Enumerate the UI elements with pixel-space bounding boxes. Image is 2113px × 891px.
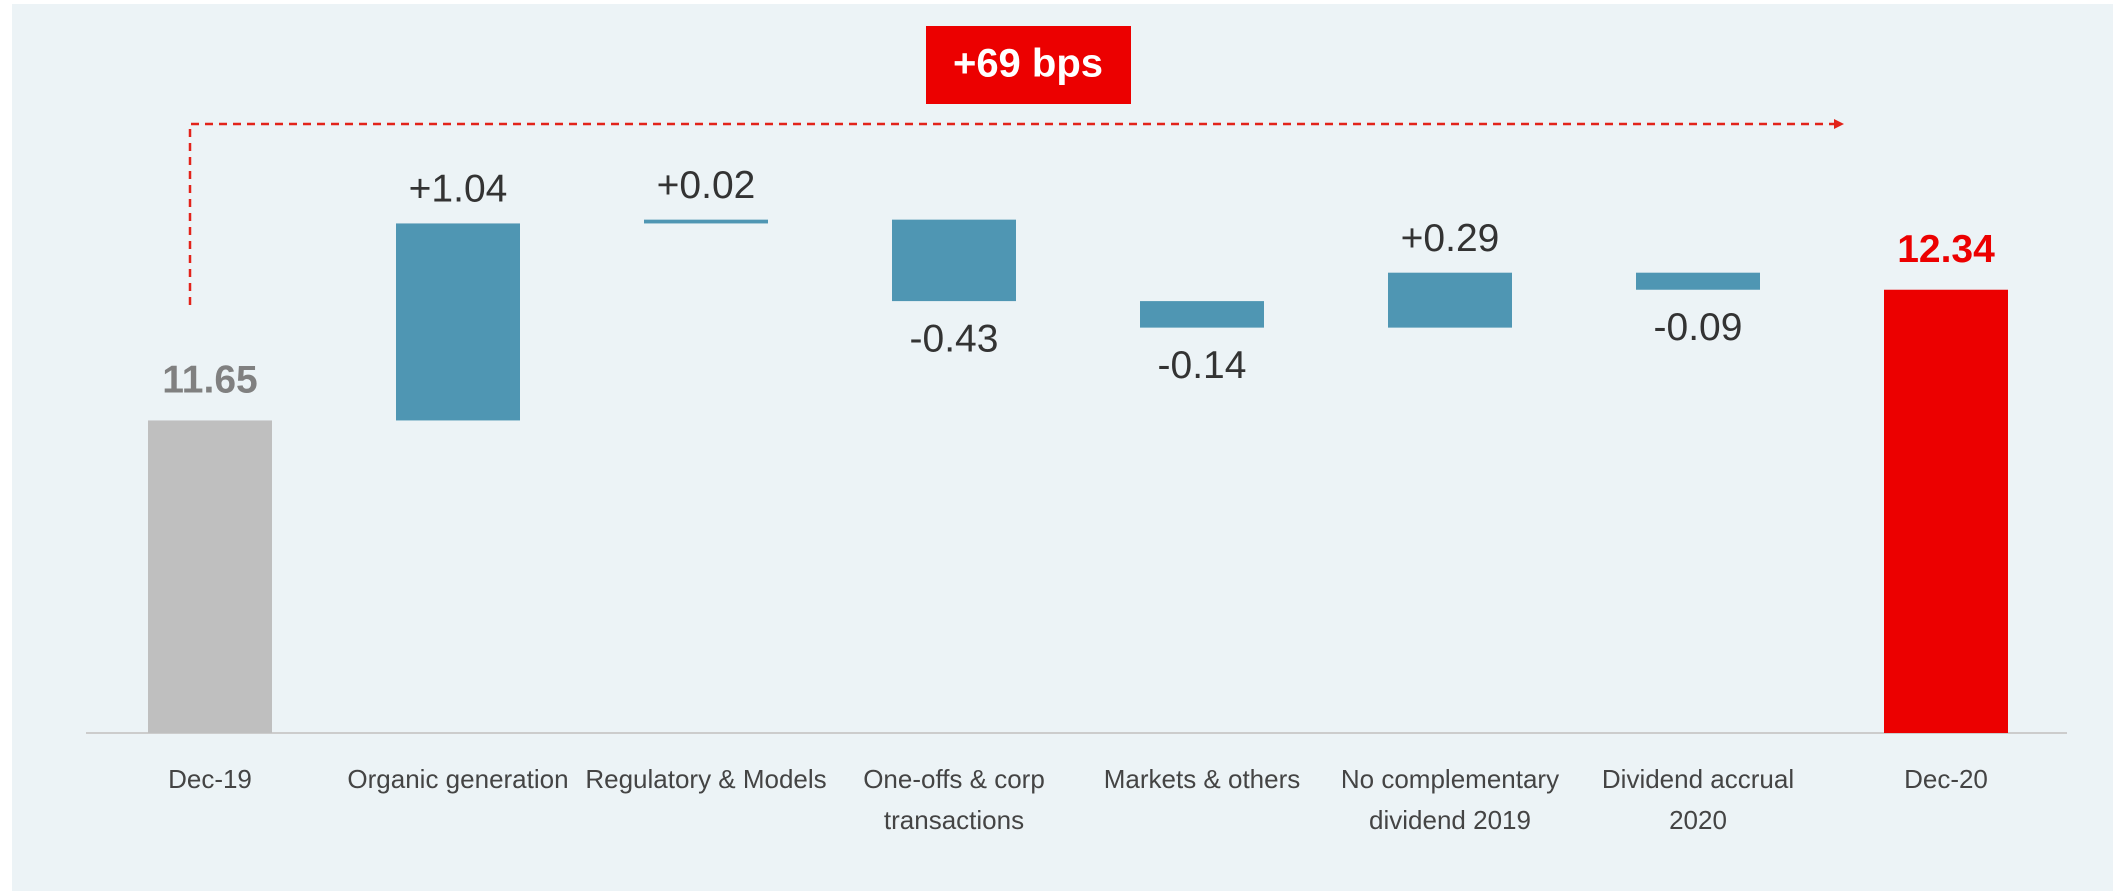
x-tick-label: No complementary dividend 2019	[1340, 764, 1560, 835]
x-tick-label: Organic generation	[347, 764, 569, 794]
value-label: +0.02	[657, 164, 756, 207]
value-label: 11.65	[162, 359, 257, 402]
bar	[1884, 289, 2008, 733]
x-tick-label: Regulatory & Models	[585, 764, 827, 794]
x-tick-label: One-offs & corp transactions	[863, 764, 1045, 835]
chart-panel	[12, 4, 2113, 891]
value-label: 12.34	[1897, 228, 1995, 271]
bar	[1388, 272, 1512, 328]
bar	[148, 420, 272, 733]
x-tick-label: Dividend accrual 2020	[1601, 764, 1795, 835]
bar	[1140, 301, 1264, 328]
bar	[1636, 272, 1760, 290]
value-label: +0.29	[1401, 217, 1500, 260]
x-tick-label: Dec-20	[1904, 764, 1988, 794]
bar	[892, 219, 1016, 302]
value-label: +1.04	[409, 168, 508, 211]
value-label: -0.43	[910, 317, 999, 360]
value-label: -0.09	[1654, 306, 1743, 349]
bar	[644, 219, 768, 224]
x-tick-label: Markets & others	[1103, 764, 1301, 794]
annotation: +69 bps	[953, 42, 1103, 86]
bar	[396, 223, 520, 421]
change-arrow	[188, 119, 1844, 305]
annotation-box	[926, 26, 1131, 104]
x-tick-label: Dec-19	[168, 764, 252, 794]
value-label: -0.14	[1158, 344, 1247, 387]
